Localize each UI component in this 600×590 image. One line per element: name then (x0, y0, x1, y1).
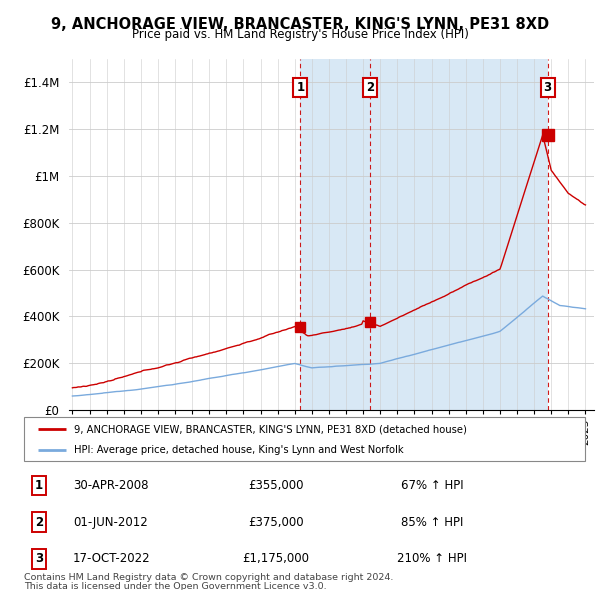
Text: 85% ↑ HPI: 85% ↑ HPI (401, 516, 463, 529)
Text: This data is licensed under the Open Government Licence v3.0.: This data is licensed under the Open Gov… (24, 582, 326, 590)
Text: 1: 1 (296, 81, 304, 94)
Text: 3: 3 (544, 81, 552, 94)
Text: 9, ANCHORAGE VIEW, BRANCASTER, KING'S LYNN, PE31 8XD (detached house): 9, ANCHORAGE VIEW, BRANCASTER, KING'S LY… (74, 424, 467, 434)
Text: Price paid vs. HM Land Registry's House Price Index (HPI): Price paid vs. HM Land Registry's House … (131, 28, 469, 41)
Text: 2: 2 (366, 81, 374, 94)
Text: 30-APR-2008: 30-APR-2008 (73, 479, 149, 492)
Bar (370, 59, 548, 410)
Text: HPI: Average price, detached house, King's Lynn and West Norfolk: HPI: Average price, detached house, King… (74, 445, 404, 455)
FancyBboxPatch shape (24, 417, 585, 461)
Text: 9, ANCHORAGE VIEW, BRANCASTER, KING'S LYNN, PE31 8XD: 9, ANCHORAGE VIEW, BRANCASTER, KING'S LY… (51, 17, 549, 31)
Text: 2: 2 (35, 516, 43, 529)
Text: 1: 1 (35, 479, 43, 492)
Text: 01-JUN-2012: 01-JUN-2012 (74, 516, 148, 529)
Bar (301, 59, 370, 410)
Text: 210% ↑ HPI: 210% ↑ HPI (397, 552, 467, 565)
Text: £1,175,000: £1,175,000 (242, 552, 310, 565)
Text: 17-OCT-2022: 17-OCT-2022 (72, 552, 150, 565)
Text: Contains HM Land Registry data © Crown copyright and database right 2024.: Contains HM Land Registry data © Crown c… (24, 573, 394, 582)
Text: £355,000: £355,000 (248, 479, 304, 492)
Text: 67% ↑ HPI: 67% ↑ HPI (401, 479, 463, 492)
Text: £375,000: £375,000 (248, 516, 304, 529)
Text: 3: 3 (35, 552, 43, 565)
